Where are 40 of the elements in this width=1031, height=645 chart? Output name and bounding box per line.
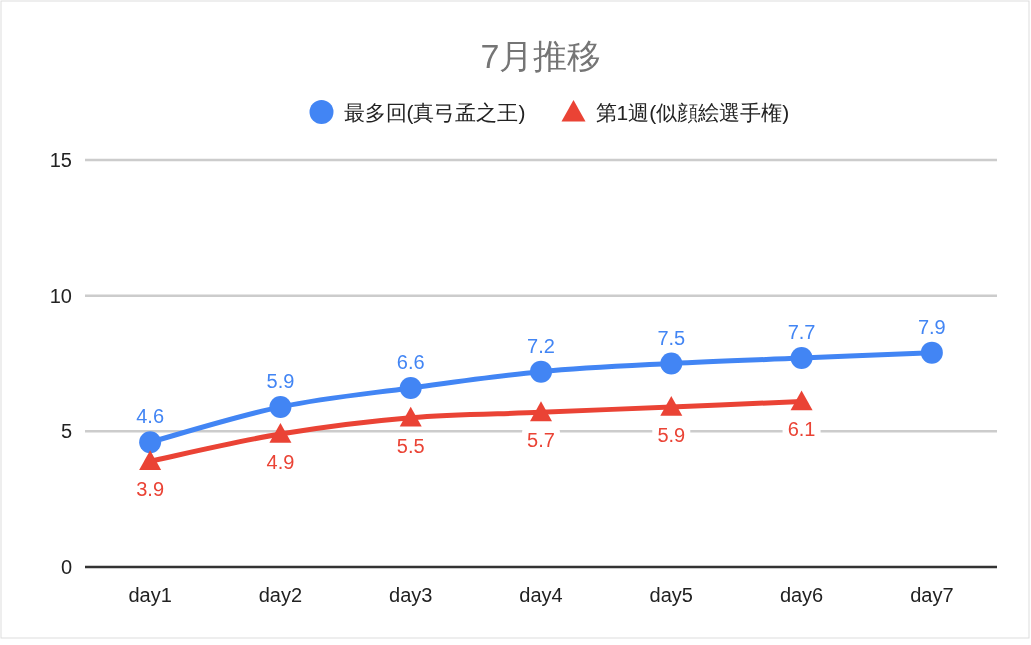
data-label: 6.1: [787, 418, 816, 441]
chart-title: 7月推移: [480, 37, 602, 75]
data-label: 5.9: [657, 423, 686, 446]
point: [660, 395, 683, 416]
data-label: 7.2: [527, 334, 555, 357]
point: [139, 431, 162, 454]
point: [530, 360, 552, 383]
point: [269, 423, 292, 443]
y-tick-label: 0: [60, 556, 72, 578]
data-label: 7.7: [787, 321, 816, 344]
point: [139, 450, 162, 470]
data-label: 7.9: [917, 315, 946, 338]
data-label: 5.5: [396, 434, 425, 457]
point: [920, 341, 943, 364]
data-label: 5.9: [266, 369, 295, 392]
y-tick-label: 10: [49, 284, 72, 307]
data-label: 4.6: [136, 405, 165, 428]
point: [530, 401, 552, 422]
data-label: 6.6: [396, 350, 425, 373]
point: [399, 406, 422, 427]
legend-label: 第1週(似顔絵選手権): [595, 101, 790, 124]
x-tick-label: day5: [649, 584, 693, 606]
x-tick-label: day4: [519, 584, 563, 606]
data-label: 7.5: [657, 326, 686, 349]
point: [790, 390, 813, 411]
point: [790, 347, 813, 370]
point: [399, 376, 422, 399]
x-tick-label: day1: [128, 584, 172, 606]
data-label: 3.9: [136, 478, 165, 501]
x-tick-label: day6: [779, 584, 824, 606]
x-tick-label: day7: [910, 584, 954, 606]
data-label: 5.7: [527, 429, 555, 452]
data-label: 4.9: [266, 451, 295, 474]
y-tick-label: 5: [60, 420, 72, 443]
point: [269, 395, 292, 418]
point: [660, 352, 683, 375]
legend-label: 最多回(真弓孟之王): [343, 101, 526, 124]
y-tick-label: 15: [49, 149, 72, 171]
x-tick-label: day3: [389, 584, 433, 606]
x-tick-label: day2: [258, 584, 303, 606]
